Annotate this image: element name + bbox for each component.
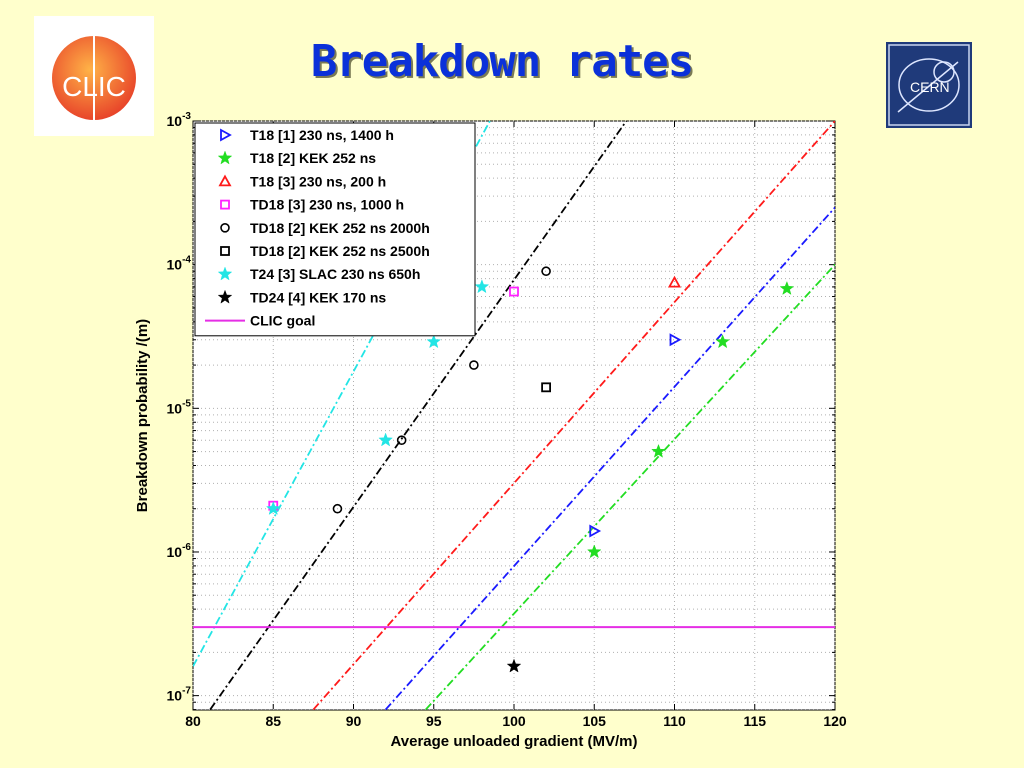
data-point [474,279,490,294]
legend-marker [220,128,232,142]
legend-label: TD18 [2] KEK 252 ns 2500h [250,243,430,259]
legend-label: T18 [2] KEK 252 ns [250,150,376,166]
y-tick-label: 10-3 [167,111,192,129]
legend-marker [220,223,230,233]
legend-marker [217,289,233,304]
data-point [469,360,479,370]
clic-logo-text: CLIC [62,71,126,102]
data-point [715,334,730,349]
legend: T18 [1] 230 ns, 1400 h T18 [2] KEK 252 ns… [194,122,476,337]
data-point [509,286,519,297]
legend-label: T18 [3] 230 ns, 200 h [250,173,386,189]
x-tick-label: 85 [265,713,281,729]
x-tick-label: 95 [426,713,442,729]
data-point [506,658,522,673]
legend-label: TD18 [3] 230 ns, 1000 h [250,197,404,213]
legend-marker [217,150,233,165]
x-tick-label: 80 [185,713,201,729]
fit-line [384,206,835,710]
legend-label: CLIC goal [250,313,315,329]
slide-title: Breakdown rates [310,36,694,87]
data-point [779,280,795,295]
data-point [541,266,551,277]
x-tick-label: 105 [583,713,607,729]
data-point [541,382,551,393]
fit-line [312,121,835,710]
cern-logo: CERN [886,42,972,128]
legend-label: TD24 [4] KEK 170 ns [250,289,386,305]
x-tick-label: 120 [823,713,847,729]
legend-marker [218,174,232,187]
x-tick-label: 100 [502,713,526,729]
legend-marker [217,266,233,281]
data-point [651,443,666,458]
legend-label: T24 [3] SLAC 230 ns 650h [250,266,420,282]
y-tick-label: 10-6 [167,542,192,560]
data-point [332,503,343,514]
data-point [589,524,602,538]
y-tick-label: 10-7 [167,686,192,704]
x-axis-label: Average unloaded gradient (MV/m) [391,733,638,750]
data-point [586,544,602,559]
fit-line [208,121,628,710]
y-tick-label: 10-5 [167,398,192,416]
data-point [426,334,442,349]
cern-logo-graphic: CERN [888,44,970,126]
x-tick-label: 115 [743,713,766,729]
fit-line [425,264,835,710]
legend-marker [220,246,230,256]
legend-label: T18 [1] 230 ns, 1400 h [250,127,394,143]
data-point [265,500,281,515]
legend-label: TD18 [2] KEK 252 ns 2000h [250,220,430,236]
data-point [378,432,393,447]
clic-logo: CLIC [34,16,154,136]
plot-content [193,121,835,710]
data-point [667,275,682,288]
clic-logo-graphic: CLIC [52,30,136,120]
cern-logo-text: CERN [910,79,950,95]
legend-box [194,122,476,337]
y-tick-label: 10-4 [167,255,192,273]
legend-marker [220,199,230,210]
y-axis-label: Breakdown probability /(m) [134,319,151,512]
x-tick-label: 110 [663,713,686,729]
data-point [669,333,682,347]
data-point [396,435,407,445]
x-tick-label: 90 [346,713,362,729]
